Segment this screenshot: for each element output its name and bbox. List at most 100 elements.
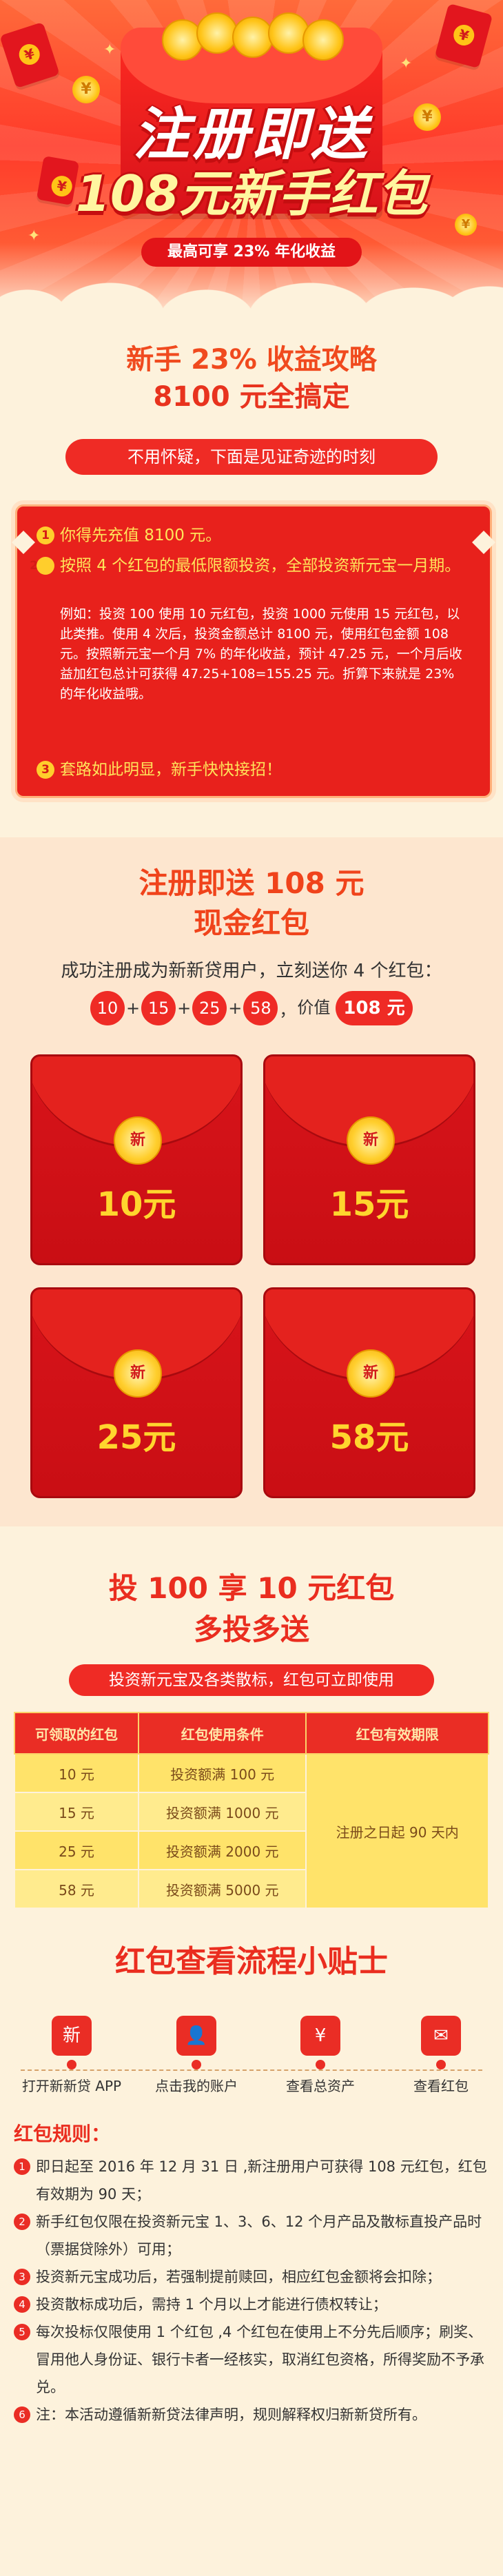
step-my-account: 👤 点击我的账户 (141, 2016, 252, 2095)
flow-dot (436, 2060, 446, 2069)
table-cell: 15 元 (13, 1792, 140, 1832)
coin-icon: ¥ (455, 214, 477, 236)
rule-number: 2 (14, 2214, 30, 2230)
rule-number: 6 (14, 2406, 30, 2423)
rule-text: 每次投标仅限使用 1 个红包 ,4 个红包在使用上不分先后顺序；刷奖、冒用他人身… (36, 2324, 484, 2395)
step-label: 打开新新贷 APP (21, 2078, 122, 2094)
step-label: 点击我的账户 (155, 2078, 238, 2094)
red-packet-table: 可领取的红包 红包使用条件 红包有效期限 10 元 投资额满 100 元 注册之… (13, 1712, 489, 1909)
validity-cell: 注册之日起 90 天内 (305, 1753, 489, 1909)
rule-text: 注：本活动遵循新新贷法律声明，规则解释权归新新贷所有。 (36, 2406, 427, 2423)
invest-title-line2: 多投多送 (193, 1613, 309, 1646)
chip-58: 58 (243, 991, 278, 1025)
step-view-red-packet: ✉ 查看红包 (386, 2016, 496, 2095)
step-number: 3 (37, 761, 54, 779)
hero-subtitle-amount: 108元新手红包 (75, 165, 428, 223)
step-text: 套路如此明显，新手快快接招！ (60, 761, 282, 779)
cash-title: 注册即送 108 元 现金红包 (0, 863, 503, 943)
rule-text: 新手红包仅限在投资新元宝 1、3、6、12 个月产品及散标直投产品时（票据贷除外… (36, 2214, 482, 2258)
rule-number: 3 (14, 2269, 30, 2285)
table-header: 红包有效期限 (305, 1712, 489, 1755)
table-header: 红包使用条件 (138, 1712, 307, 1755)
invest-title-line1: 投 100 享 10 元红包 (108, 1571, 395, 1605)
strategy-title: 新手 23% 收益攻略 8100 元全搞定 (0, 341, 503, 416)
coin-icon: 新 (114, 1349, 162, 1398)
rule-item: 2 新手红包仅限在投资新元宝 1、3、6、12 个月产品及散标直投产品时（票据贷除… (14, 2208, 489, 2263)
chip-15: 15 (141, 991, 176, 1025)
step-text: 你得先充值 8100 元。 (60, 527, 222, 544)
hero-title: 注册即送 (133, 102, 370, 167)
table-cell: 25 元 (13, 1830, 140, 1870)
coin-pile (155, 12, 348, 61)
table-cell: 10 元 (13, 1753, 140, 1793)
table-cell: 投资额满 1000 元 (138, 1792, 307, 1832)
table-row: 25 元 投资额满 2000 元 (13, 1830, 489, 1870)
price-label: 价值 (297, 998, 331, 1017)
strategy-step-1: 1 你得先充值 8100 元。 (37, 524, 471, 546)
rule-number: 4 (14, 2296, 30, 2313)
strategy-step-3: 3 套路如此明显，新手快快接招！ (37, 759, 471, 781)
red-packet-chips: 10 +15 +25 +58 ，价值 108 元 (0, 991, 503, 1025)
coin-icon: 新 (347, 1116, 395, 1165)
table-row: 15 元 投资额满 1000 元 (13, 1792, 489, 1832)
coin-icon: ¥ (413, 103, 441, 131)
coin-icon: ¥ (72, 76, 100, 103)
rule-text: 投资散标成功后，需持 1 个月以上才能进行债权转让； (36, 2296, 387, 2313)
strategy-step-2: 2 按照 4 个红包的最低限额投资，全部投资新元宝一月期。 (30, 555, 471, 577)
strategy-example: 例如：投资 100 使用 10 元红包，投资 1000 元使用 15 元红包，以… (60, 606, 462, 702)
cash-title-line2: 现金红包 (193, 906, 309, 940)
table-cell: 投资额满 100 元 (138, 1753, 307, 1793)
step-label: 查看红包 (413, 2078, 469, 2094)
rule-item: 4 投资散标成功后，需持 1 个月以上才能进行债权转让； (14, 2291, 489, 2318)
card-notch (12, 531, 35, 554)
app-logo-icon: 新 (52, 2016, 92, 2056)
tips-title: 红包查看流程小贴士 (115, 1944, 388, 1979)
hero-yield-badge: 最高可享 23% 年化收益 (141, 238, 362, 267)
step-number: 1 (37, 527, 54, 544)
flow-dot (316, 2060, 325, 2069)
step-open-app: 新 打开新新贷 APP (17, 2016, 127, 2095)
rule-item: 1 即日起至 2016 年 12 月 31 日 ,新注册用户可获得 108 元红包… (14, 2153, 489, 2208)
sparkle-icon: ✦ (400, 55, 413, 72)
sparkle-icon: ✦ (103, 41, 116, 59)
table-cell: 58 元 (13, 1869, 140, 1909)
flow-dashed-line (21, 2069, 482, 2071)
card-notch (472, 531, 495, 554)
envelope-amount: 15元 (329, 1185, 409, 1224)
red-envelope-15: 新 15元 (263, 1054, 475, 1265)
invest-banner: 投资新元宝及各类散标，红包可立即使用 (69, 1664, 434, 1696)
rules-title: 红包规则： (14, 2123, 111, 2145)
envelope-icon: ✉ (421, 2016, 461, 2056)
red-envelope-25: 新 25元 (30, 1287, 243, 1498)
chip-25: 25 (192, 991, 227, 1025)
strategy-card: 1 你得先充值 8100 元。 2 按照 4 个红包的最低限额投资，全部投资新元宝一… (12, 504, 495, 798)
coin-icon: 新 (347, 1349, 395, 1398)
sparkle-icon: ✦ (28, 227, 41, 245)
table-cell: 投资额满 2000 元 (138, 1830, 307, 1870)
step-total-assets: ¥ 查看总资产 (265, 2016, 376, 2095)
chip-10: 10 (90, 991, 125, 1025)
cash-title-line1: 注册即送 108 元 (138, 866, 365, 900)
strategy-title-line1: 新手 23% 收益攻略 (126, 344, 377, 376)
cash-desc: 成功注册成为新新贷用户，立刻送你 4 个红包： (61, 961, 442, 981)
rule-text: 投资新元宝成功后，若强制提前赎回，相应红包金额将会扣除； (36, 2269, 441, 2285)
rule-item: 6 注：本活动遵循新新贷法律声明，规则解释权归新新贷所有。 (14, 2401, 489, 2429)
flow-dot (67, 2060, 76, 2069)
rule-number: 5 (14, 2324, 30, 2340)
envelope-amount: 58元 (329, 1418, 409, 1457)
table-row: 10 元 投资额满 100 元 注册之日起 90 天内 (13, 1753, 489, 1909)
rule-text: 即日起至 2016 年 12 月 31 日 ,新注册用户可获得 108 元红包，… (36, 2158, 487, 2202)
rule-item: 3 投资新元宝成功后，若强制提前赎回，相应红包金额将会扣除； (14, 2263, 489, 2291)
user-icon: 👤 (176, 2016, 216, 2056)
yuan-icon: ¥ (300, 2016, 340, 2056)
table-header-row: 可领取的红包 红包使用条件 红包有效期限 (13, 1712, 489, 1755)
invest-title: 投 100 享 10 元红包 多投多送 (0, 1568, 503, 1650)
view-flow: 新 打开新新贷 APP 👤 点击我的账户 ¥ 查看总资产 ✉ 查看红包 (21, 2016, 482, 2095)
step-number: 2 (30, 557, 54, 575)
envelope-amount: 10元 (96, 1185, 176, 1224)
rules-list: 1 即日起至 2016 年 12 月 31 日 ,新注册用户可获得 108 元红包… (14, 2153, 489, 2429)
cloud-divider (0, 276, 503, 324)
red-envelope-58: 新 58元 (263, 1287, 475, 1498)
total-chip: 108 元 (335, 991, 413, 1025)
